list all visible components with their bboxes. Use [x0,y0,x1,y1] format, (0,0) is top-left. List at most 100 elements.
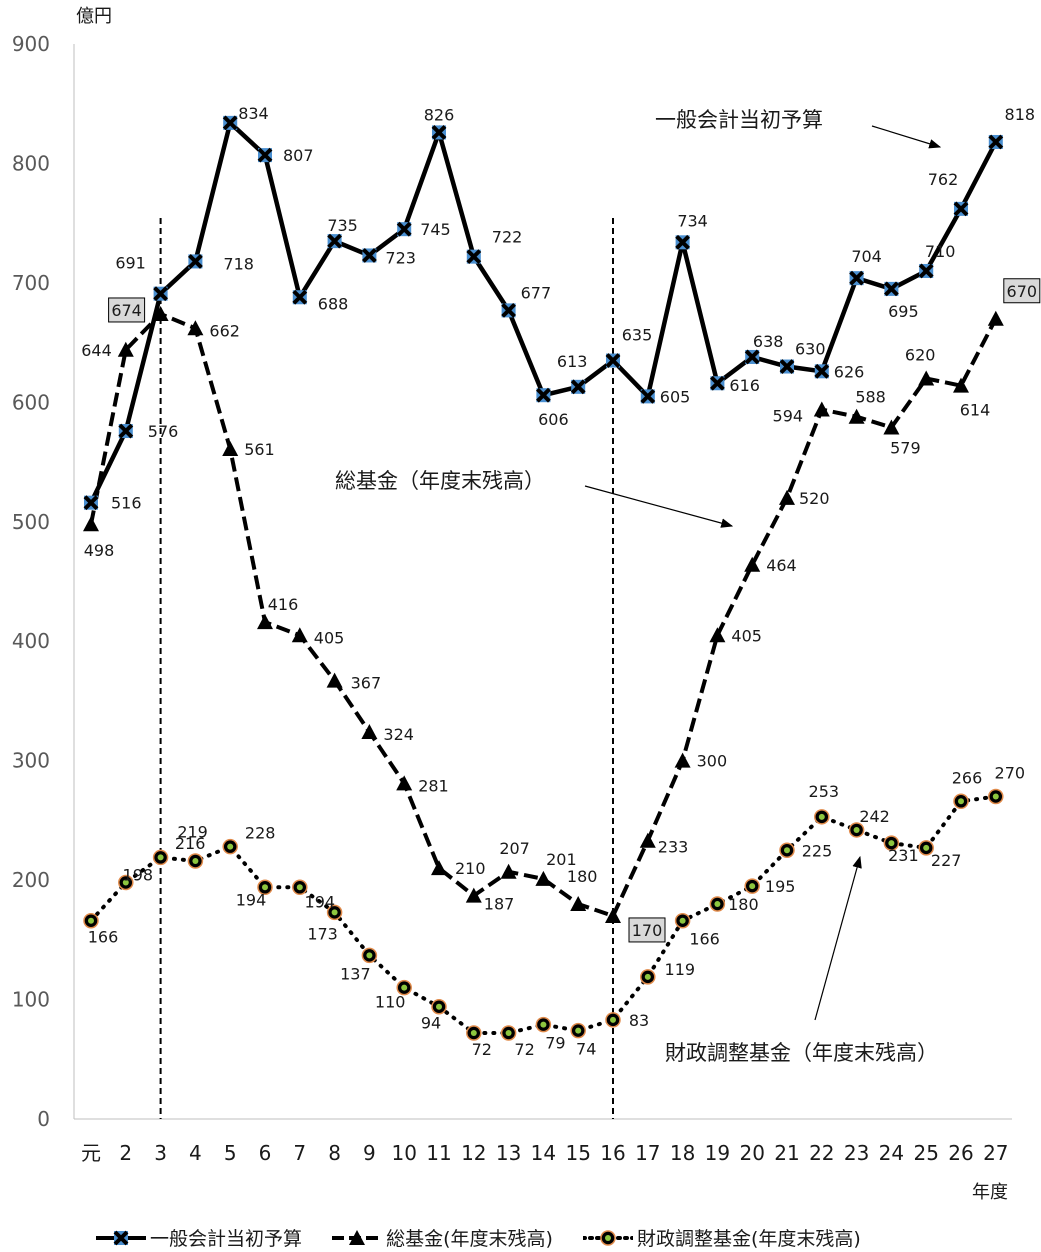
x-tick-label: 4 [189,1141,202,1165]
data-label-total-fund: 187 [484,895,515,914]
marker-general-budget [640,388,656,404]
marker-dot [192,858,199,865]
data-label-total-fund: 620 [905,345,936,364]
marker-dot [262,884,268,891]
arrow-total-fund [584,485,734,528]
label-box [108,297,146,323]
marker-cross [396,221,412,237]
data-label-general-budget: 630 [795,340,826,359]
y-tick-label: 100 [12,988,50,1012]
data-label-adjust-fund: 194 [305,892,336,911]
marker-total-fund [361,724,378,740]
legend-item-total-fund: 総基金(年度末残高) [332,1224,553,1251]
marker-general-budget [153,286,169,302]
data-label-general-budget: 695 [888,302,919,321]
marker-cross [988,134,1004,150]
y-axis-label: 億円 [76,6,112,27]
data-label-adjust-fund: 270 [995,764,1026,783]
marker-general-budget [257,147,273,163]
data-label-adjust-fund: 253 [809,782,840,801]
x-tick-label: 13 [496,1141,521,1165]
marker-general-budget [396,221,412,237]
data-label-general-budget: 635 [622,326,653,345]
marker-total-fund [918,370,935,386]
data-label-total-fund: 416 [268,595,299,614]
boxed-data-label: 674 [108,297,146,323]
marker-general-budget [605,353,621,368]
marker-cross [849,270,865,286]
x-tick-label: 10 [391,1141,416,1165]
legend-item-adjust-fund: 財政調整基金(年度末残高) [582,1224,861,1251]
x-tick-label: 9 [363,1141,376,1165]
data-label-total-fund: 588 [855,388,886,407]
data-label-adjust-fund: 195 [765,877,796,896]
x-tick-label: 23 [844,1141,869,1165]
data-label-adjust-fund: 74 [576,1040,596,1059]
data-label-general-budget: 735 [327,216,358,235]
y-tick-label: 0 [37,1107,50,1131]
x-tick-label: 元 [81,1141,101,1165]
data-label-adjust-fund: 166 [689,930,720,949]
marker-cross [675,234,691,250]
marker-total-fund [639,832,656,848]
data-label-general-budget: 691 [115,254,146,273]
marker-cross [118,423,134,439]
x-tick-label: 7 [293,1141,306,1165]
marker-adjust-fund [918,840,934,856]
legend-item-general-budget: 一般会計当初予算 [96,1224,302,1251]
marker-general-budget [535,387,551,403]
data-label-adjust-fund: 83 [629,1011,649,1030]
data-label-adjust-fund: 110 [375,993,406,1012]
marker-general-budget [988,134,1004,150]
marker-general-budget [222,115,238,131]
x-tick-label: 6 [259,1141,272,1165]
data-label-general-budget: 516 [111,494,142,513]
series-line-total-fund [89,311,998,919]
marker-adjust-fund [83,912,99,929]
marker-cross [535,387,551,403]
marker-total-fund [83,516,99,532]
data-label-total-fund: 561 [244,440,275,459]
marker-general-budget [953,201,969,217]
data-label-general-budget: 826 [424,105,455,124]
marker-cross [570,379,586,395]
data-label-general-budget: 818 [1005,105,1036,124]
marker-adjust-fund [570,1022,586,1039]
marker-adjust-fund [883,835,900,851]
marker-dot [923,844,930,851]
x-tick-label: 16 [600,1141,625,1165]
marker-cross [153,286,169,302]
marker-total-fund [117,341,134,357]
data-label-general-budget: 807 [283,146,314,165]
marker-dot [749,883,756,890]
marker-total-fund [222,440,239,456]
marker-dot [366,952,373,959]
marker-adjust-fund [257,879,273,896]
data-label-general-budget: 638 [753,332,784,351]
marker-total-fund [500,863,517,879]
y-tick-label: 500 [12,510,50,534]
marker-total-fund [291,627,308,643]
marker-dot [714,901,721,908]
marker-general-budget [849,270,865,286]
data-label-adjust-fund: 180 [728,895,759,914]
data-label-adjust-fund: 94 [421,1014,441,1033]
x-tick-label: 21 [774,1141,799,1165]
marker-total-fund [465,887,482,903]
marker-total-fund [605,907,621,923]
marker-total-fund [396,775,413,791]
data-label-general-budget: 606 [538,410,569,429]
legend-label: 財政調整基金(年度末残高) [636,1228,861,1250]
marker-cross [222,115,238,131]
data-label-total-fund: 644 [81,341,112,360]
marker-total-fund [848,408,865,424]
data-label-general-budget: 704 [851,247,882,266]
data-label-general-budget: 613 [557,352,588,371]
data-label-total-fund: 405 [731,626,762,645]
data-label-total-fund: 579 [890,438,921,457]
marker-total-fund [152,305,169,321]
marker-adjust-fund [640,969,656,985]
marker-cross [814,363,830,379]
x-tick-label: 26 [948,1141,973,1165]
